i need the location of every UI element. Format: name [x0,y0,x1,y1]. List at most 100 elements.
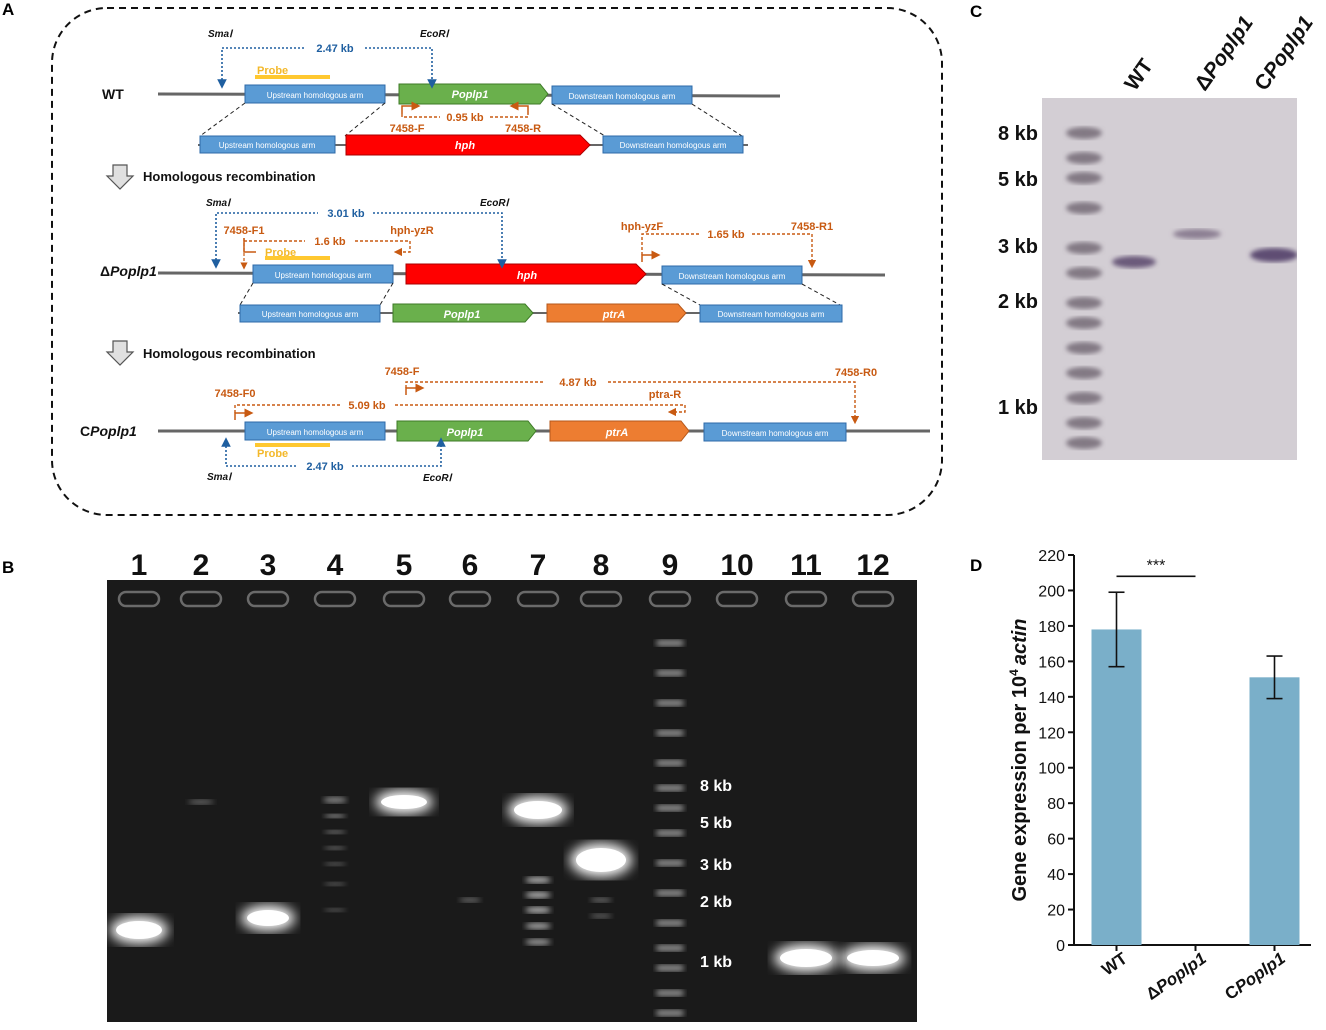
blot-lane-label: CPoplp1 [1250,12,1318,95]
gel-lane-number: 1 [131,549,148,582]
y-tick-label: 140 [1038,690,1065,707]
gel-lane-numbers: 1 2 3 4 5 6 7 8 9 10 11 12 [131,549,890,582]
construct2-upstream-arm [239,304,381,323]
ladder-band [656,730,684,736]
bar [1249,677,1300,945]
svg-text:Upstream homologous arm: Upstream homologous arm [267,428,364,437]
blot-image [1042,98,1297,460]
comp-downstream-arm [703,422,847,442]
y-tick-label: 220 [1038,548,1065,565]
wt-downstream-arm [551,85,693,105]
svg-text:1.6 kb: 1.6 kb [314,236,345,248]
ladder-band [656,670,684,676]
construct2-downstream-arm [699,304,843,323]
delta-downstream-arm [661,265,803,285]
gel-marker-label: 5 kb [700,815,732,832]
panel-label-d: D [970,556,983,575]
gel-band [459,897,481,903]
gel-band [525,923,551,929]
delta-upstream-arm [252,264,394,284]
svg-text:hph-yzF: hph-yzF [621,221,663,233]
svg-text:ptrA: ptrA [605,427,629,439]
svg-text:EcoRⅠ: EcoRⅠ [480,198,511,209]
blot-ladder-band [1066,172,1102,184]
svg-text:5.09 kb: 5.09 kb [348,400,386,412]
gel-well [784,590,828,608]
svg-text:4.87 kb: 4.87 kb [559,377,597,389]
gel-lane-number: 8 [593,549,610,582]
blot-ladder-band [1066,267,1102,279]
svg-text:WT: WT [1098,948,1131,979]
gel-band-core [381,795,427,809]
gel-lane-number: 6 [462,549,479,582]
gel-band-core [780,949,832,967]
svg-text:Downstream homologous arm: Downstream homologous arm [722,429,829,438]
blot-band-comp [1250,248,1297,262]
gel-band-core [514,801,562,819]
comp-ptra [549,420,690,442]
svg-text:Probe: Probe [257,65,288,77]
ladder-band [656,990,684,996]
svg-text:7458-F0: 7458-F0 [215,388,256,400]
blot-ladder-band [1066,297,1102,309]
svg-text:SmaⅠ: SmaⅠ [208,29,234,40]
gel-well [313,590,357,608]
svg-text:Upstream homologous arm: Upstream homologous arm [275,271,372,280]
y-tick-label: 40 [1047,867,1065,884]
comp-label: CPoplp1 [80,423,137,439]
y-tick-label: 200 [1038,583,1065,600]
blot-ladder-band [1066,127,1102,139]
blot-marker-label: 3 kb [998,236,1038,258]
svg-text:3.01 kb: 3.01 kb [327,208,365,220]
gel-band [525,939,551,945]
construct1-downstream-arm [602,135,744,154]
gel-lane-number: 2 [193,549,210,582]
gel-band [324,882,346,886]
blot-marker-label: 1 kb [998,397,1038,419]
y-tick-label: 120 [1038,725,1065,742]
svg-text:Downstream homologous arm: Downstream homologous arm [718,310,825,319]
gel-lane-number: 4 [327,549,344,582]
gel-marker-label: 2 kb [700,894,732,911]
step-label-1: Homologous recombination [143,169,316,184]
gel-well [648,590,692,608]
svg-text:SmaⅠ: SmaⅠ [206,198,232,209]
svg-text:7458-F: 7458-F [390,123,425,135]
y-axis-label: Gene expression per 104actin [1007,618,1031,901]
gel-band [525,877,551,883]
construct2-poplp1 [392,303,534,323]
construct1-upstream-arm [199,135,336,154]
ladder-band [656,640,684,646]
svg-text:WT: WT [1120,55,1158,95]
ladder-band [656,860,684,866]
gel-band [324,862,346,866]
blot-ladder-band [1066,342,1102,354]
panel-label-a: A [2,0,15,19]
gel-well [117,590,161,608]
svg-text:2.47 kb: 2.47 kb [306,461,344,473]
gel-lane-number: 11 [790,549,822,582]
ladder-band [656,805,684,811]
blot-ladder-band [1066,367,1102,379]
panel-label-b: B [2,558,15,577]
gel-band [323,797,347,803]
construct1-hph [345,134,591,156]
ladder-band [656,760,684,766]
gel-well [382,590,426,608]
svg-text:SmaⅠ: SmaⅠ [207,472,233,483]
svg-text:ΔPoplp1: ΔPoplp1 [1142,949,1209,1004]
blot-band-delta [1173,229,1221,239]
blot-ladder-band [1066,242,1102,254]
y-tick-label: 20 [1047,903,1065,920]
blot-ladder-band [1066,317,1102,329]
svg-text:Poplp1: Poplp1 [447,427,484,439]
expression-chart: 0 20 40 60 80 100 120 140 160 180 200 220 WT ΔPoplp1… [1007,548,1311,1004]
gel-well [246,590,290,608]
svg-text:0.95 kb: 0.95 kb [446,112,484,124]
svg-text:EcoRⅠ: EcoRⅠ [420,29,451,40]
gel-marker-label: 8 kb [700,778,732,795]
blot-marker-label: 8 kb [998,123,1038,145]
comp-poplp1 [396,420,537,442]
x-tick-label: ΔPoplp1 [1142,949,1209,1004]
